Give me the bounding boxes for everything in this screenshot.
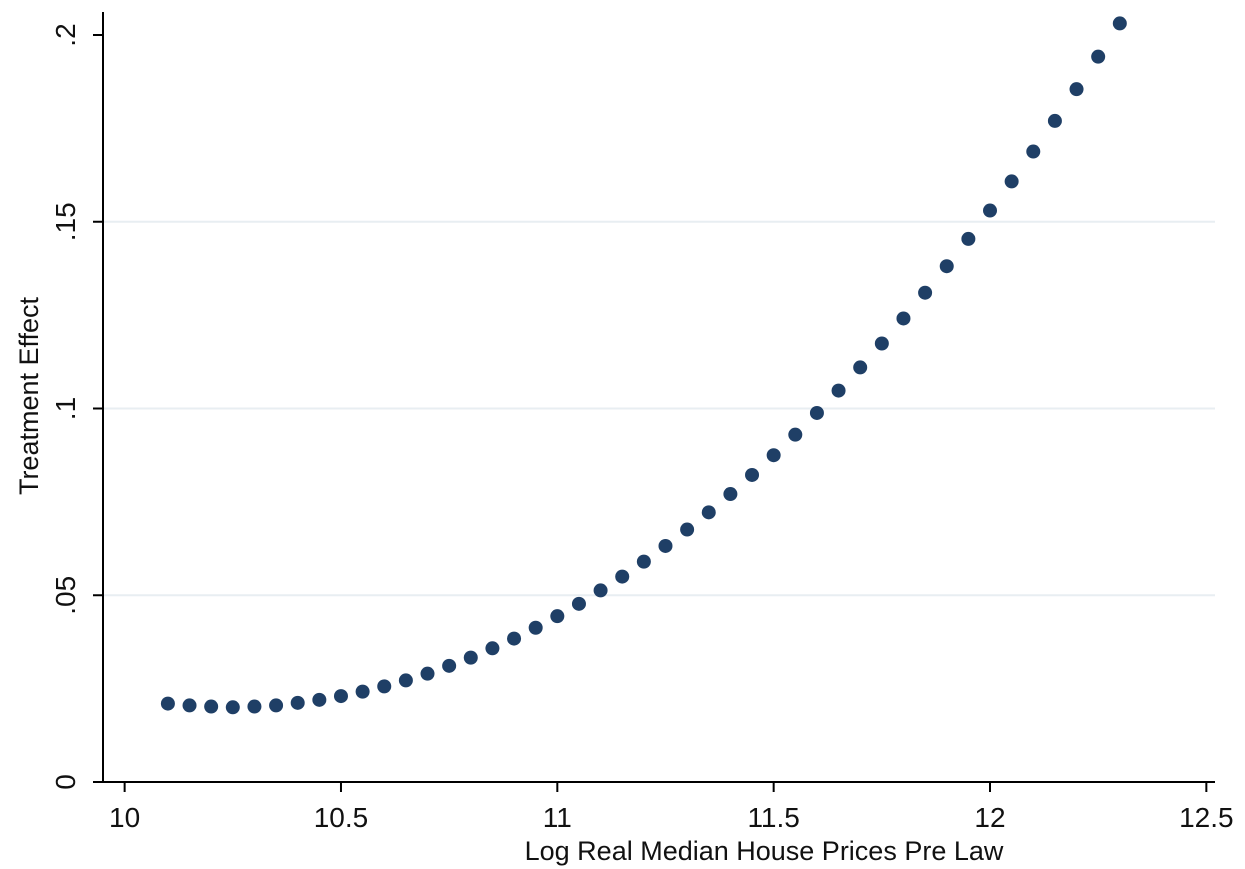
data-point-0-27 — [745, 467, 760, 482]
x-tick-label-3: 11.5 — [747, 802, 799, 833]
data-point-0-17 — [528, 620, 543, 635]
data-point-0-44 — [1112, 16, 1127, 31]
data-point-0-33 — [874, 336, 889, 351]
data-point-0-29 — [788, 427, 803, 442]
x-tick-label-2: 11 — [543, 802, 572, 833]
y-tick-label-4: .2 — [50, 23, 81, 46]
x-tick-label-1: 10.5 — [314, 802, 369, 833]
data-point-0-3 — [225, 700, 240, 715]
data-point-0-31 — [831, 383, 846, 398]
y-axis-title: Treatment Effect — [14, 296, 44, 495]
data-point-0-39 — [1004, 174, 1019, 189]
data-point-0-11 — [398, 673, 413, 688]
data-point-0-16 — [507, 631, 522, 646]
data-point-0-13 — [442, 658, 457, 673]
grid-lines — [103, 220, 1215, 597]
data-point-0-7 — [312, 692, 327, 707]
data-point-0-4 — [247, 699, 262, 714]
data-point-0-0 — [160, 696, 175, 711]
data-point-0-28 — [766, 448, 781, 463]
data-point-0-43 — [1091, 49, 1106, 64]
data-point-0-2 — [204, 699, 219, 714]
x-axis-title: Log Real Median House Prices Pre Law — [525, 836, 1004, 866]
x-tick-label-0: 10 — [109, 802, 140, 833]
data-point-0-35 — [918, 285, 933, 300]
axis-ticks: 10 10.5 11 11.5 12 12.5 0 .05 .1 .15 .2 — [50, 23, 1234, 833]
data-point-0-10 — [377, 679, 392, 694]
data-point-0-6 — [290, 695, 305, 710]
data-point-0-14 — [463, 650, 478, 665]
data-point-0-24 — [680, 522, 695, 537]
data-point-0-8 — [333, 689, 348, 704]
axes — [102, 12, 1215, 783]
data-point-0-40 — [1026, 144, 1041, 159]
data-points — [160, 16, 1127, 715]
data-point-0-37 — [961, 231, 976, 246]
data-point-0-41 — [1047, 113, 1062, 128]
y-tick-label-0: 0 — [50, 774, 81, 790]
y-tick-label-3: .15 — [50, 202, 81, 241]
data-point-0-42 — [1069, 82, 1084, 97]
data-point-0-21 — [615, 569, 630, 584]
x-tick-label-4: 12 — [974, 802, 1005, 833]
data-point-0-19 — [571, 596, 586, 611]
data-point-0-32 — [853, 360, 868, 375]
data-point-0-25 — [701, 505, 716, 520]
y-tick-label-1: .05 — [50, 576, 81, 615]
data-point-0-34 — [896, 311, 911, 326]
data-point-0-9 — [355, 684, 370, 699]
data-point-0-15 — [485, 641, 500, 656]
data-point-0-26 — [723, 487, 738, 502]
data-point-0-20 — [593, 583, 608, 598]
data-point-0-36 — [939, 259, 954, 274]
x-tick-label-5: 12.5 — [1179, 802, 1234, 833]
data-point-0-1 — [182, 698, 197, 713]
data-point-0-18 — [550, 609, 565, 624]
data-point-0-38 — [983, 203, 998, 218]
data-point-0-12 — [420, 666, 435, 681]
data-point-0-23 — [658, 538, 673, 553]
data-point-0-30 — [809, 405, 824, 420]
data-point-0-22 — [636, 554, 651, 569]
data-point-0-5 — [269, 698, 284, 713]
y-tick-label-2: .1 — [50, 397, 81, 420]
